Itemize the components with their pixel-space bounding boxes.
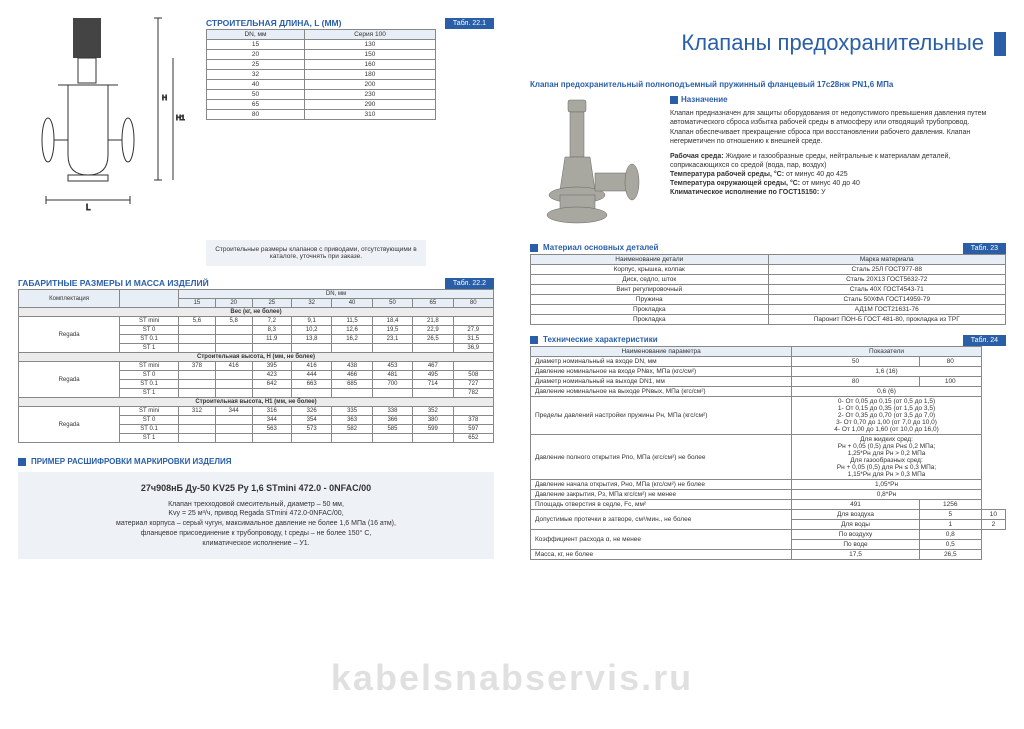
tech-header: Технические характеристики bbox=[543, 335, 658, 344]
length-table: DN, ммСерия 1001513020150251603218040200… bbox=[206, 29, 436, 120]
purpose-label: Назначение bbox=[681, 95, 728, 105]
section-marker bbox=[530, 336, 538, 344]
clim-label: Климатическое исполнение по ГОСТ15150: bbox=[670, 189, 819, 196]
page-title: Клапаны предохранительные bbox=[681, 30, 984, 56]
valve-drawing: L H H1 bbox=[18, 10, 198, 210]
right-page: Клапаны предохранительные Клапан предохр… bbox=[512, 0, 1024, 729]
tab-22-1: Табл. 22.1 bbox=[445, 18, 494, 29]
mat-header: Материал основных деталей bbox=[543, 243, 658, 252]
dimensions-table: КомплектацияDN, мм1520253240506580Вес (к… bbox=[18, 289, 494, 443]
svg-text:H: H bbox=[162, 95, 167, 102]
temp-work: от минус 40 до 425 bbox=[786, 171, 848, 178]
left-page: L H H1 СТРОИТЕЛЬНАЯ ДЛИНА, L (мм) Табл. … bbox=[0, 0, 512, 729]
temp-work-label: Температура рабочей среды, °С: bbox=[670, 171, 784, 178]
dim-header: ГАБАРИТНЫЕ РАЗМЕРЫ И МАССА ИЗДЕЛИЙ bbox=[18, 278, 209, 288]
length-header: СТРОИТЕЛЬНАЯ ДЛИНА, L (мм) bbox=[206, 18, 341, 28]
temp-amb: от минус 40 до 40 bbox=[802, 180, 860, 187]
section-marker bbox=[670, 96, 678, 104]
note-box: Строительные размеры клапанов с приводам… bbox=[206, 240, 426, 266]
title-accent bbox=[994, 32, 1006, 56]
tab-22-2: Табл. 22.2 bbox=[445, 278, 494, 289]
env-label: Рабочая среда: bbox=[670, 153, 724, 160]
valve-photo bbox=[530, 95, 660, 235]
example-box: 27ч908нБ Ду-50 KV25 Ру 1,6 STmini 472.0 … bbox=[18, 472, 494, 559]
svg-text:L: L bbox=[86, 203, 91, 212]
product-title: Клапан предохранительный полноподъемный … bbox=[530, 80, 1006, 89]
svg-text:H1: H1 bbox=[176, 115, 185, 122]
purpose-text: Клапан предназначен для защиты оборудова… bbox=[670, 109, 990, 145]
section-marker bbox=[530, 244, 538, 252]
example-title: 27ч908нБ Ду-50 KV25 Ру 1,6 STmini 472.0 … bbox=[38, 482, 474, 495]
clim: У bbox=[821, 189, 825, 196]
materials-table: Наименование деталиМарка материалаКорпус… bbox=[530, 254, 1006, 325]
tab-24: Табл. 24 bbox=[963, 335, 1006, 346]
tech-table: Наименование параметраПоказателиДиаметр … bbox=[530, 346, 1006, 560]
tab-23: Табл. 23 bbox=[963, 243, 1006, 254]
section-marker bbox=[18, 458, 26, 466]
example-header: ПРИМЕР РАСШИФРОВКИ МАРКИРОВКИ ИЗДЕЛИЯ bbox=[31, 457, 232, 466]
temp-amb-label: Температура окружающей среды, °С: bbox=[670, 180, 800, 187]
